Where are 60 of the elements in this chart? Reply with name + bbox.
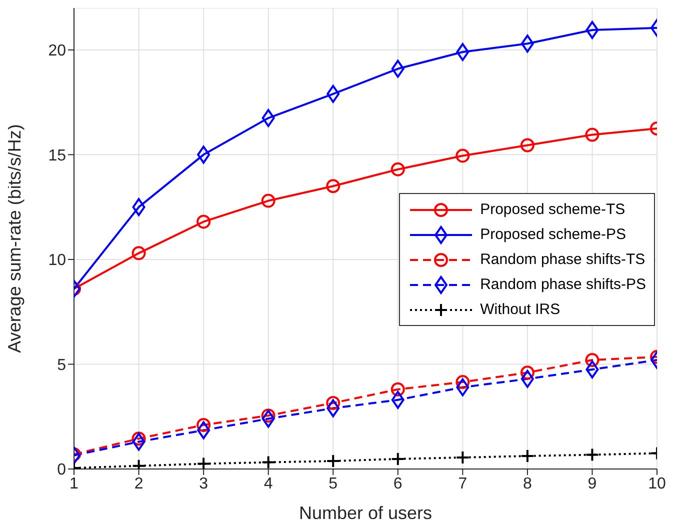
y-tick-label: 0 [57, 462, 66, 479]
point [586, 360, 599, 378]
point [262, 410, 275, 428]
point [326, 454, 340, 468]
point [520, 370, 534, 388]
point [196, 418, 211, 432]
point [261, 194, 276, 208]
point [520, 366, 534, 380]
x-axis-title: Number of users [298, 503, 432, 523]
point [391, 390, 404, 409]
point [261, 408, 276, 423]
x-tick-label: 6 [393, 475, 402, 492]
point [520, 138, 534, 152]
legend-label: Proposed scheme-PS [480, 226, 626, 243]
legend-label: Random phase shifts-PS [480, 276, 646, 293]
y-tick-label: 5 [57, 356, 66, 374]
legend-label: Random phase shifts-TS [480, 251, 646, 268]
x-tick-label: 7 [458, 475, 468, 492]
point [585, 448, 600, 462]
point [456, 375, 470, 390]
point [520, 449, 534, 464]
legend-label: Without IRS [480, 301, 560, 318]
point [262, 109, 275, 128]
point [390, 162, 405, 176]
point [326, 179, 340, 194]
x-tick-label: 10 [648, 475, 666, 492]
point [520, 34, 534, 53]
point [197, 146, 210, 164]
point [197, 421, 210, 440]
point [585, 128, 600, 142]
point [132, 432, 146, 451]
x-tick-label: 5 [328, 475, 338, 492]
point [196, 214, 211, 229]
point [326, 396, 340, 410]
point [390, 382, 405, 396]
point [132, 432, 146, 446]
point [456, 378, 470, 396]
y-tick-label: 15 [48, 147, 66, 164]
x-tick-label: 4 [264, 475, 273, 492]
point [196, 456, 211, 469]
legend-label: Proposed scheme-TS [480, 201, 626, 218]
x-tick-label: 2 [134, 475, 144, 492]
point [456, 148, 470, 163]
x-tick-label: 9 [588, 475, 597, 492]
x-tick-label: 8 [522, 475, 532, 492]
x-tick-label: 1 [70, 475, 79, 492]
x-tick-label: 3 [199, 475, 208, 492]
point [456, 43, 470, 62]
point [132, 246, 146, 260]
point [456, 450, 470, 464]
y-tick-label: 10 [48, 252, 66, 270]
point [326, 399, 340, 418]
point [391, 60, 404, 78]
point [261, 455, 276, 469]
y-tick-label: 20 [48, 42, 66, 60]
point [390, 452, 405, 466]
point [585, 353, 600, 368]
point [132, 198, 146, 216]
point [586, 21, 599, 39]
point [326, 84, 340, 103]
